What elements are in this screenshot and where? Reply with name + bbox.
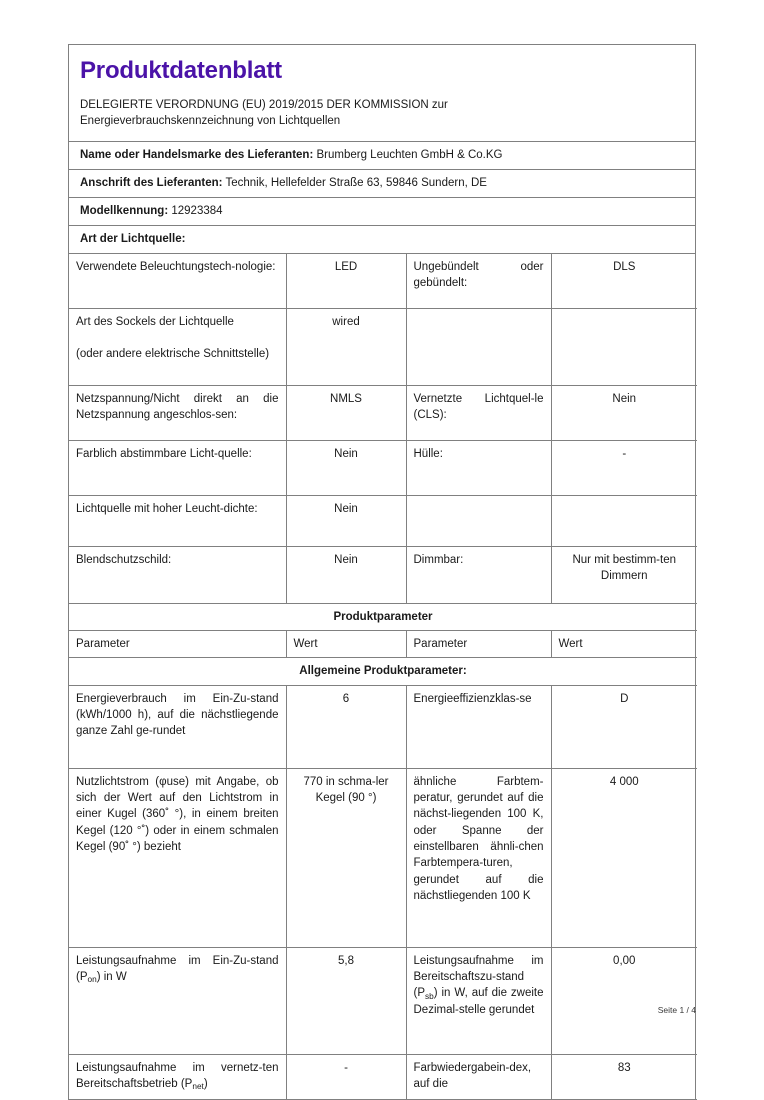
table-row: Lichtquelle mit hoher Leucht-dichte: Nei… xyxy=(69,495,697,547)
supplier-name-label: Name oder Handelsmarke des Lieferanten: xyxy=(80,148,314,161)
product-parameters-header: Produktparameter xyxy=(69,603,697,632)
model-id-label: Modellkennung: xyxy=(80,204,169,217)
cell-connected-light-source-value: Nein xyxy=(551,385,697,441)
cell-power-networked-value: - xyxy=(286,1054,407,1100)
cell-mains-voltage-label: Netzspannung/Nicht direkt an die Netzspa… xyxy=(69,385,287,441)
supplier-address-label: Anschrift des Lieferanten: xyxy=(80,176,223,189)
datasheet-sheet: Produktdatenblatt DELEGIERTE VERORDNUNG … xyxy=(68,44,697,1100)
power-net-prefix: Leistungsaufnahme im vernetz-ten Bereits… xyxy=(76,1061,279,1090)
power-on-suffix: ) in W xyxy=(96,971,127,983)
page-footer: Seite 1 / 4 xyxy=(657,1005,696,1015)
cell-correlated-colour-temp-value: 4 000 xyxy=(551,768,697,948)
cell-dimmable-label: Dimmbar: xyxy=(406,546,552,604)
cell-colour-tunable-value: Nein xyxy=(286,440,407,496)
table-row: Netzspannung/Nicht direkt an die Netzspa… xyxy=(69,385,697,441)
table-row: Art des Sockels der Lichtquelle (oder an… xyxy=(69,308,697,386)
cell-socket-empty-label xyxy=(406,308,552,386)
cell-correlated-colour-temp-label: ähnliche Farbtem-peratur, gerundet auf d… xyxy=(406,768,552,948)
cell-power-on-label: Leistungsaufnahme im Ein-Zu-stand (Pon) … xyxy=(69,947,287,1055)
light-source-table: Verwendete Beleuchtungstech-nologie: LED… xyxy=(69,253,697,1100)
cell-high-luminance-empty-value xyxy=(551,495,697,547)
cell-anti-glare-label: Blendschutzschild: xyxy=(69,546,287,604)
cell-useful-luminous-flux-value: 770 in schma-ler Kegel (90 °) xyxy=(286,768,407,948)
header-wert-1: Wert xyxy=(286,630,407,659)
cell-envelope-label: Hülle: xyxy=(406,440,552,496)
cell-high-luminance-value: Nein xyxy=(286,495,407,547)
subtitle-line-1: DELEGIERTE VERORDNUNG (EU) 2019/2015 DER… xyxy=(80,98,448,111)
light-source-type-section-header: Art der Lichtquelle: xyxy=(69,226,695,254)
document-subtitle: DELEGIERTE VERORDNUNG (EU) 2019/2015 DER… xyxy=(80,97,684,130)
table-row: Leistungsaufnahme im vernetz-ten Bereits… xyxy=(69,1054,697,1100)
header-parameter-2: Parameter xyxy=(406,630,552,659)
page-title: Produktdatenblatt xyxy=(80,57,282,84)
light-source-type-label: Art der Lichtquelle: xyxy=(80,232,186,245)
power-standby-prefix: Leistungsaufnahme im Bereitschaftszu-sta… xyxy=(413,954,544,1000)
supplier-name-value: Brumberg Leuchten GmbH & Co.KG xyxy=(316,148,503,161)
supplier-address-row: Anschrift des Lieferanten: Technik, Hell… xyxy=(69,170,695,198)
useful-flux-suffix: use) mit Angabe, ob sich der Wert auf de… xyxy=(76,775,279,853)
cell-high-luminance-label: Lichtquelle mit hoher Leucht-dichte: xyxy=(69,495,287,547)
header-wert-2: Wert xyxy=(551,630,697,659)
cell-power-on-value: 5,8 xyxy=(286,947,407,1055)
cell-power-standby-value: 0,00 xyxy=(551,947,697,1055)
document-header: Produktdatenblatt DELEGIERTE VERORDNUNG … xyxy=(69,45,695,142)
cell-lighting-technology-label: Verwendete Beleuchtungstech-nologie: xyxy=(69,253,287,309)
table-row: Energieverbrauch im Ein-Zu-stand (kWh/10… xyxy=(69,685,697,769)
cell-power-networked-label: Leistungsaufnahme im vernetz-ten Bereits… xyxy=(69,1054,287,1100)
table-row: Parameter Wert Parameter Wert xyxy=(69,630,697,659)
supplier-name-row: Name oder Handelsmarke des Lieferanten: … xyxy=(69,142,695,170)
power-on-subscript: on xyxy=(87,975,97,985)
cell-lighting-technology-value: LED xyxy=(286,253,407,309)
table-row: Produktparameter xyxy=(69,603,697,632)
cell-energy-class-label: Energieeffizienzklas-se xyxy=(406,685,552,769)
cell-socket-type-value: wired xyxy=(286,308,407,386)
general-product-parameters-header: Allgemeine Produktparameter: xyxy=(69,657,697,686)
cell-colour-tunable-label: Farblich abstimmbare Licht-quelle: xyxy=(69,440,287,496)
cell-mains-voltage-value: NMLS xyxy=(286,385,407,441)
supplier-address-value: Technik, Hellefelder Straße 63, 59846 Su… xyxy=(225,176,487,189)
table-row: Blendschutzschild: Nein Dimmbar: Nur mit… xyxy=(69,546,697,604)
cell-socket-type-label: Art des Sockels der Lichtquelle (oder an… xyxy=(69,308,287,386)
socket-type-line-2: (oder andere elektrische Schnittstelle) xyxy=(76,348,270,361)
table-row: Farblich abstimmbare Licht-quelle: Nein … xyxy=(69,440,697,496)
cell-anti-glare-value: Nein xyxy=(286,546,407,604)
cell-envelope-value: - xyxy=(551,440,697,496)
useful-flux-prefix: Nutzlichtstrom ( xyxy=(76,775,160,788)
cell-power-standby-label: Leistungsaufnahme im Bereitschaftszu-sta… xyxy=(406,947,552,1055)
cell-cri-label: Farbwiedergabein-dex, auf die xyxy=(406,1054,552,1100)
cell-bundled-value: DLS xyxy=(551,253,697,309)
table-row: Nutzlichtstrom (φuse) mit Angabe, ob sic… xyxy=(69,768,697,948)
power-net-subscript: net xyxy=(192,1082,204,1092)
header-parameter-1: Parameter xyxy=(69,630,287,659)
subtitle-line-2: Energieverbrauchskennzeichnung von Licht… xyxy=(80,115,341,128)
phi-symbol: φ xyxy=(159,775,167,788)
table-row: Allgemeine Produktparameter: xyxy=(69,657,697,686)
table-row: Leistungsaufnahme im Ein-Zu-stand (Pon) … xyxy=(69,947,697,1055)
cell-high-luminance-empty-label xyxy=(406,495,552,547)
cell-useful-luminous-flux-label: Nutzlichtstrom (φuse) mit Angabe, ob sic… xyxy=(69,768,287,948)
cell-socket-empty-value xyxy=(551,308,697,386)
power-standby-suffix: ) in W, auf die zweite Dezimal-stelle ge… xyxy=(413,987,544,1016)
model-id-row: Modellkennung: 12923384 xyxy=(69,198,695,226)
table-row: Verwendete Beleuchtungstech-nologie: LED… xyxy=(69,253,697,309)
socket-type-line-1: Art des Sockels der Lichtquelle xyxy=(76,315,234,328)
model-id-value: 12923384 xyxy=(171,204,223,217)
cell-energy-consumption-label: Energieverbrauch im Ein-Zu-stand (kWh/10… xyxy=(69,685,287,769)
cell-connected-light-source-label: Vernetzte Lichtquel-le (CLS): xyxy=(406,385,552,441)
cell-bundled-label: Ungebündelt oder gebündelt: xyxy=(406,253,552,309)
cell-energy-class-value: D xyxy=(551,685,697,769)
cell-energy-consumption-value: 6 xyxy=(286,685,407,769)
power-standby-subscript: sb xyxy=(425,991,434,1001)
power-on-prefix: Leistungsaufnahme im Ein-Zu-stand (P xyxy=(76,954,279,983)
cell-dimmable-value: Nur mit bestimm-ten Dimmern xyxy=(551,546,697,604)
cell-cri-value: 83 xyxy=(551,1054,697,1100)
